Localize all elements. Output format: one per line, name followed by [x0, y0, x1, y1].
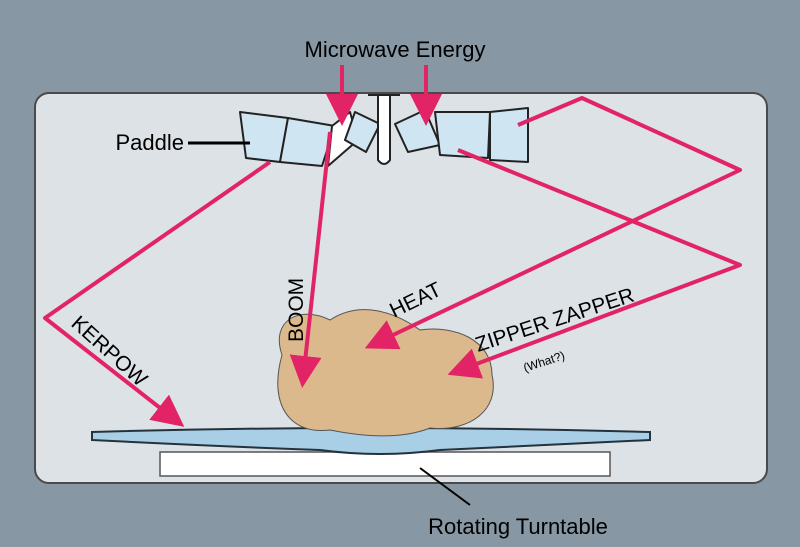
turntable-leader-line — [419, 467, 471, 506]
boom-label: BOOM — [285, 278, 308, 342]
ray-boom — [289, 131, 332, 388]
oven-cavity — [34, 92, 768, 484]
turntable-base — [159, 451, 611, 477]
ray-kerpow — [43, 160, 272, 427]
microwave-energy-label: Microwave Energy — [305, 37, 486, 62]
food-item — [277, 309, 494, 437]
ray-zipper — [447, 148, 742, 379]
turntable-label: Rotating Turntable — [428, 514, 608, 539]
microwave-rays — [43, 65, 742, 427]
ray-heat — [364, 96, 742, 350]
paddle-label: Paddle — [115, 130, 184, 155]
